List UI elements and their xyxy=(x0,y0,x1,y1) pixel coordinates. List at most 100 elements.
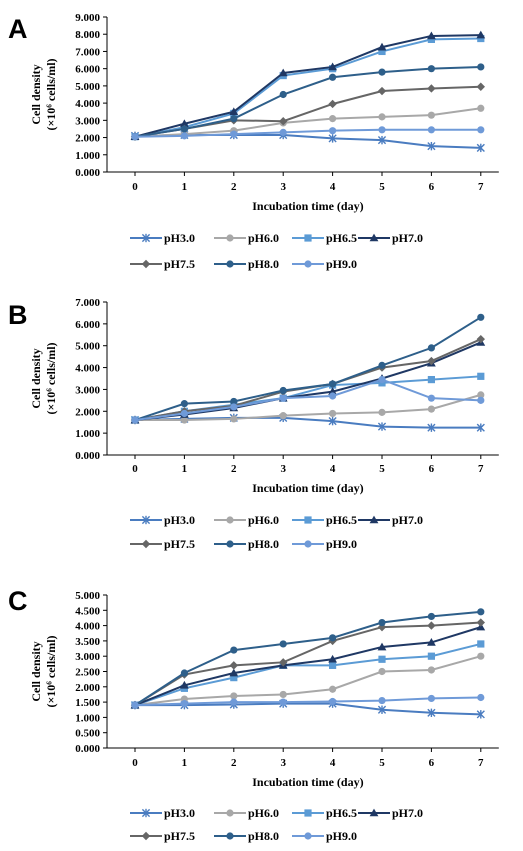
y-tick-label: 4.000 xyxy=(75,98,100,110)
legend-item: pH7.0 xyxy=(358,231,423,245)
series-line xyxy=(134,34,481,138)
data-point xyxy=(279,698,287,706)
legend-item: pH8.0 xyxy=(214,829,279,843)
data-point xyxy=(427,344,435,352)
legend-label: pH7.0 xyxy=(392,231,423,245)
series-line xyxy=(134,341,482,422)
series-line xyxy=(134,621,481,707)
data-point xyxy=(329,697,337,706)
data-point xyxy=(328,134,337,143)
legend-label: pH3.0 xyxy=(164,231,195,245)
legend-marker xyxy=(226,540,234,548)
data-point xyxy=(427,126,435,134)
data-point xyxy=(377,42,387,51)
y-axis-title-line1: Cell density xyxy=(29,64,43,124)
y-tick-label: 1.000 xyxy=(75,150,100,162)
legend-item: pH6.0 xyxy=(214,513,279,527)
y-tick-label: 0.000 xyxy=(75,743,100,755)
y-tick-label: 2.000 xyxy=(75,406,100,418)
legend-marker xyxy=(304,809,312,817)
y-tick-label: 3.000 xyxy=(75,384,100,396)
data-point xyxy=(229,107,239,116)
data-point xyxy=(476,82,485,91)
data-point xyxy=(378,375,386,384)
panel-b: B 0.000 1.000 2.000 3.000 4.000 5.000 6.000 7.00… xyxy=(8,297,499,551)
panel-a: A 0.000 1.000 2.000 3.000 4.000 5.000 6.000 7.00… xyxy=(8,12,499,271)
y-tick-label: 4.500 xyxy=(75,605,100,617)
data-point xyxy=(427,35,435,43)
legend-marker xyxy=(141,259,151,269)
data-point xyxy=(477,34,485,43)
series-line xyxy=(134,642,482,707)
data-point xyxy=(328,654,337,663)
data-point xyxy=(477,396,485,404)
legend-marker xyxy=(304,260,312,268)
legend-marker xyxy=(369,808,379,817)
series-line xyxy=(134,610,481,706)
x-tick-label: 1 xyxy=(182,181,188,193)
legend-marker xyxy=(226,234,234,242)
data-point xyxy=(328,62,337,71)
data-point xyxy=(427,708,436,718)
legend-item: pH6.5 xyxy=(292,231,357,245)
panel-letter: C xyxy=(8,586,28,616)
data-point xyxy=(427,652,435,660)
y-axis-title-line2: (×10⁶ cells/ml) xyxy=(44,58,58,130)
data-point xyxy=(180,680,189,689)
legend-label: pH9.0 xyxy=(326,257,357,271)
legend-label: pH7.5 xyxy=(164,537,195,551)
data-point xyxy=(427,666,435,674)
data-point xyxy=(377,86,387,96)
legend-item: pH7.0 xyxy=(358,806,423,820)
series-line xyxy=(134,655,482,707)
y-tick-label: 4.000 xyxy=(75,621,100,633)
y-tick-label: 5.000 xyxy=(75,590,100,602)
data-point xyxy=(427,405,435,413)
legend-marker xyxy=(141,539,151,549)
data-point xyxy=(329,634,337,642)
data-point xyxy=(279,116,288,126)
data-point xyxy=(477,63,485,71)
series-line xyxy=(134,107,481,138)
data-point xyxy=(230,415,238,423)
legend-label: pH7.5 xyxy=(164,257,195,271)
y-tick-label: 4.000 xyxy=(75,363,100,375)
data-point xyxy=(278,68,288,77)
series-pH9-0 xyxy=(131,693,485,709)
y-tick-label: 6.000 xyxy=(75,64,100,76)
y-axis-title: Cell density(×10⁶ cells/ml) xyxy=(29,635,58,707)
series-line xyxy=(134,416,481,429)
data-point xyxy=(180,125,188,133)
data-point xyxy=(476,143,485,153)
legend-label: pH7.5 xyxy=(164,829,195,843)
legend-marker xyxy=(141,831,151,841)
data-point xyxy=(230,130,238,138)
data-point xyxy=(230,115,238,123)
data-point xyxy=(229,661,238,670)
x-tick-label: 3 xyxy=(280,181,286,193)
data-point xyxy=(477,652,485,660)
legend-label: pH7.0 xyxy=(392,806,423,820)
legend-item: pH9.0 xyxy=(292,829,357,843)
legend-item: pH6.0 xyxy=(214,231,279,245)
x-tick-label: 3 xyxy=(280,757,286,769)
data-point xyxy=(476,618,485,627)
legend-label: pH3.0 xyxy=(164,806,195,820)
legend-item: pH6.5 xyxy=(292,806,357,820)
x-tick-label: 1 xyxy=(182,463,188,475)
data-point xyxy=(427,141,436,151)
legend-marker xyxy=(226,516,234,524)
x-tick-label: 1 xyxy=(182,757,188,769)
series-line xyxy=(134,378,481,422)
data-point xyxy=(477,640,485,648)
data-point xyxy=(230,692,238,700)
data-point xyxy=(279,128,287,136)
legend-label: pH6.5 xyxy=(326,231,357,245)
y-tick-label: 2.000 xyxy=(75,682,100,694)
x-axis-title: Incubation time (day) xyxy=(252,481,363,495)
legend-label: pH3.0 xyxy=(164,513,195,527)
data-point xyxy=(378,618,386,627)
x-tick-label: 6 xyxy=(429,463,435,475)
data-point xyxy=(230,397,238,406)
y-tick-label: 5.000 xyxy=(75,81,100,93)
